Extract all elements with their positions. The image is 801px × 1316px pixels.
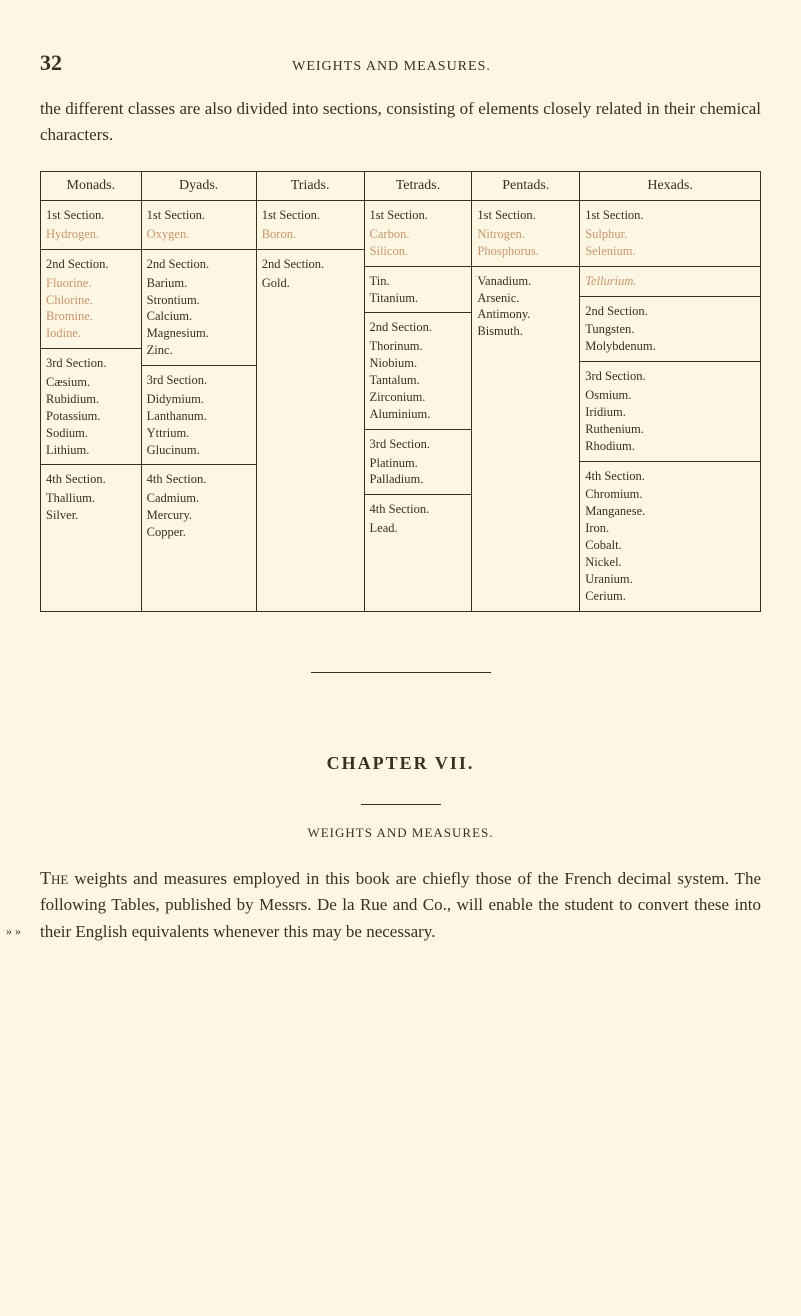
divider-rule: [311, 672, 491, 673]
table-cell: 1st Section. Carbon. Silicon.: [365, 201, 472, 267]
section-label: 1st Section.: [147, 207, 251, 224]
column-tetrads: Tetrads. 1st Section. Carbon. Silicon. T…: [365, 172, 473, 611]
section-label: 1st Section.: [370, 207, 467, 224]
section-label: 1st Section.: [585, 207, 755, 224]
section-label: 3rd Section.: [147, 372, 251, 389]
section-label: 3rd Section.: [46, 355, 136, 372]
lead-word: The: [40, 868, 68, 888]
section-label: 1st Section.: [46, 207, 136, 224]
table-cell: 4th Section. Thallium. Silver.: [41, 465, 141, 530]
intro-paragraph: the different classes are also divided i…: [40, 96, 761, 147]
table-cell: 3rd Section. Didymium. Lanthanum. Yttriu…: [142, 366, 256, 465]
section-title: WEIGHTS AND MEASURES.: [40, 825, 761, 841]
element-pale: Tellurium.: [585, 274, 636, 288]
section-label: 3rd Section.: [370, 436, 467, 453]
section-label: 4th Section.: [147, 471, 251, 488]
table-cell: 2nd Section. Tungsten. Molybdenum.: [580, 297, 760, 363]
table-cell: 2nd Section. Gold.: [257, 250, 364, 611]
column-header: Tetrads.: [365, 172, 472, 201]
table-cell: 4th Section. Chromium. Manganese. Iron. …: [580, 462, 760, 611]
section-label: 2nd Section.: [585, 303, 755, 320]
body-paragraph: The weights and measures employed in thi…: [40, 865, 761, 946]
chapter-title: CHAPTER VII.: [40, 753, 761, 774]
page-header: 32 WEIGHTS AND MEASURES.: [40, 50, 761, 76]
elements-table: Monads. 1st Section. Hydrogen. 2nd Secti…: [40, 171, 761, 612]
column-header: Hexads.: [580, 172, 760, 201]
section-label: 4th Section.: [370, 501, 467, 518]
table-cell: 3rd Section. Cæsium. Rubidium. Potassium…: [41, 349, 141, 465]
table-cell: 2nd Section. Thorinum. Niobium. Tantalum…: [365, 313, 472, 429]
section-label: 2nd Section.: [46, 256, 136, 273]
table-cell: Tin. Titanium.: [365, 267, 472, 314]
element-pale: Oxygen.: [147, 227, 190, 241]
table-cell: 1st Section. Sulphur. Selenium.: [580, 201, 760, 267]
section-label: 2nd Section.: [370, 319, 467, 336]
element-pale: Boron.: [262, 227, 296, 241]
section-label: 2nd Section.: [147, 256, 251, 273]
body-text-span: weights and measures employed in this bo…: [40, 869, 761, 941]
section-label: 4th Section.: [585, 468, 755, 485]
table-cell: 1st Section. Hydrogen.: [41, 201, 141, 250]
element-pale: Hydrogen.: [46, 227, 99, 241]
section-label: 1st Section.: [262, 207, 359, 224]
column-header: Dyads.: [142, 172, 256, 201]
section-label: 1st Section.: [477, 207, 574, 224]
divider-rule: [361, 804, 441, 805]
table-cell: 3rd Section. Osmium. Iridium. Ruthenium.…: [580, 362, 760, 461]
table-cell: Vanadium. Arsenic. Antimony. Bismuth.: [472, 267, 579, 611]
table-cell: 3rd Section. Platinum. Palladium.: [365, 430, 472, 496]
header-title: WEIGHTS AND MEASURES.: [22, 59, 761, 75]
table-cell: 2nd Section. Barium. Strontium. Calcium.…: [142, 250, 256, 366]
column-header: Monads.: [41, 172, 141, 201]
table-cell: 4th Section. Cadmium. Mercury. Copper.: [142, 465, 256, 547]
column-triads: Triads. 1st Section. Boron. 2nd Section.…: [257, 172, 365, 611]
table-cell: 1st Section. Boron.: [257, 201, 364, 250]
table-cell: 1st Section. Oxygen.: [142, 201, 256, 250]
column-hexads: Hexads. 1st Section. Sulphur. Selenium. …: [580, 172, 760, 611]
column-header: Pentads.: [472, 172, 579, 201]
table-cell: 2nd Section. Fluorine. Chlorine. Bromine…: [41, 250, 141, 349]
element-list: Fluorine. Chlorine. Bromine. Iodine.: [46, 275, 136, 343]
column-monads: Monads. 1st Section. Hydrogen. 2nd Secti…: [41, 172, 142, 611]
section-label: 3rd Section.: [585, 368, 755, 385]
section-label: 4th Section.: [46, 471, 136, 488]
section-label: 2nd Section.: [262, 256, 359, 273]
table-cell: Tellurium.: [580, 267, 760, 297]
table-cell: 4th Section. Lead.: [365, 495, 472, 543]
side-marker: » »: [6, 924, 21, 939]
column-pentads: Pentads. 1st Section. Nitrogen. Phosphor…: [472, 172, 580, 611]
column-dyads: Dyads. 1st Section. Oxygen. 2nd Section.…: [142, 172, 257, 611]
column-header: Triads.: [257, 172, 364, 201]
table-cell: 1st Section. Nitrogen. Phosphorus.: [472, 201, 579, 267]
